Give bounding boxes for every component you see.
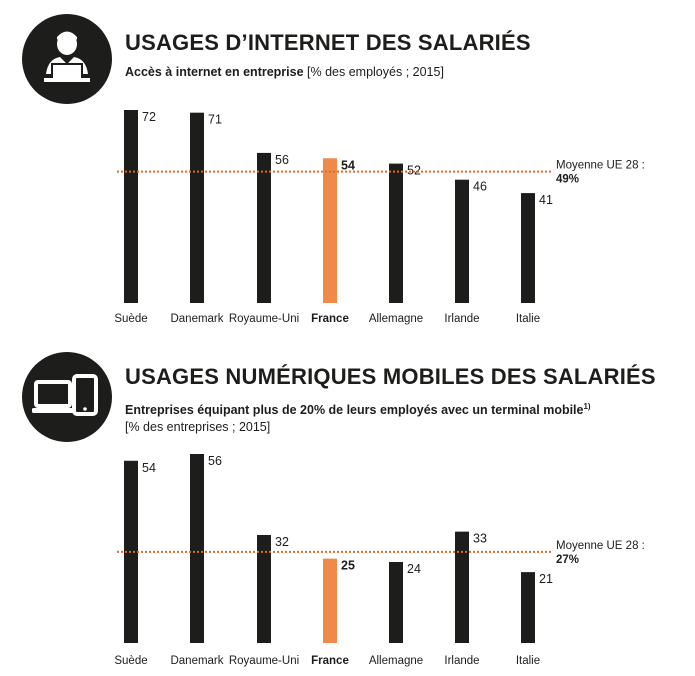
category-label-italie: Italie [516, 313, 540, 325]
subtitle-unit: [% des entreprises ; 2015] [125, 420, 271, 435]
category-label-suède: Suède [114, 313, 147, 325]
bar-france [323, 158, 337, 303]
bar-irlande [455, 179, 469, 303]
value-label-allemagne: 24 [407, 562, 421, 576]
bar-chart-internet: 72 Suède 71 Danemark 56 Royaume-Uni 54 France 52… [114, 110, 645, 325]
bar-royaume-uni [257, 535, 271, 643]
value-label-france: 25 [341, 559, 355, 573]
eu-average-value: 27% [556, 554, 579, 566]
category-label-suède: Suède [114, 655, 147, 667]
category-label-allemagne: Allemagne [369, 655, 423, 667]
value-label-france: 54 [341, 158, 355, 172]
value-label-suède: 72 [142, 110, 156, 124]
category-label-royaume-uni: Royaume-Uni [229, 313, 299, 325]
category-label-france: France [311, 655, 349, 667]
value-label-suède: 54 [142, 461, 156, 475]
laptop-tablet-icon [22, 352, 112, 442]
footnote-mark: 1) [583, 402, 591, 411]
chart-subtitle: Accès à internet en entreprise [% des em… [125, 64, 444, 81]
value-label-danemark: 56 [208, 454, 222, 468]
value-label-allemagne: 52 [407, 164, 421, 178]
employee-laptop-icon [22, 14, 112, 104]
eu-average-label: Moyenne UE 28 : [556, 540, 645, 552]
value-label-royaume-uni: 56 [275, 153, 289, 167]
category-label-italie: Italie [516, 655, 540, 667]
subtitle-bold: Entreprises équipant plus de 20% de leur… [125, 403, 584, 418]
bar-irlande [455, 531, 469, 643]
bar-italie [521, 572, 535, 643]
category-label-danemark: Danemark [170, 313, 223, 325]
category-label-danemark: Danemark [170, 655, 223, 667]
bar-allemagne [389, 562, 403, 643]
chart-title: USAGES NUMÉRIQUES MOBILES DES SALARIÉS [125, 364, 656, 389]
bar-france [323, 558, 337, 643]
value-label-irlande: 46 [473, 180, 487, 194]
value-label-danemark: 71 [208, 113, 222, 127]
bar-danemark [190, 112, 204, 303]
chart-subtitle: Entreprises équipant plus de 20% de leur… [125, 398, 591, 436]
subtitle-unit: [% des employés ; 2015] [307, 65, 444, 79]
eu-average-label: Moyenne UE 28 : [556, 160, 645, 172]
subtitle-bold: Accès à internet en entreprise [125, 65, 304, 79]
value-label-irlande: 33 [473, 532, 487, 546]
category-label-irlande: Irlande [444, 655, 479, 667]
category-label-royaume-uni: Royaume-Uni [229, 655, 299, 667]
eu-average-value: 49% [556, 174, 579, 186]
category-label-allemagne: Allemagne [369, 313, 423, 325]
chart-title: USAGES D’INTERNET DES SALARIÉS [125, 30, 531, 55]
bar-royaume-uni [257, 152, 271, 303]
bar-danemark [190, 454, 204, 643]
category-label-france: France [311, 313, 349, 325]
bar-suède [124, 110, 138, 303]
value-label-italie: 41 [539, 193, 553, 207]
value-label-italie: 21 [539, 572, 553, 586]
value-label-royaume-uni: 32 [275, 535, 289, 549]
bar-italie [521, 193, 535, 303]
bar-allemagne [389, 163, 403, 303]
category-label-irlande: Irlande [444, 313, 479, 325]
